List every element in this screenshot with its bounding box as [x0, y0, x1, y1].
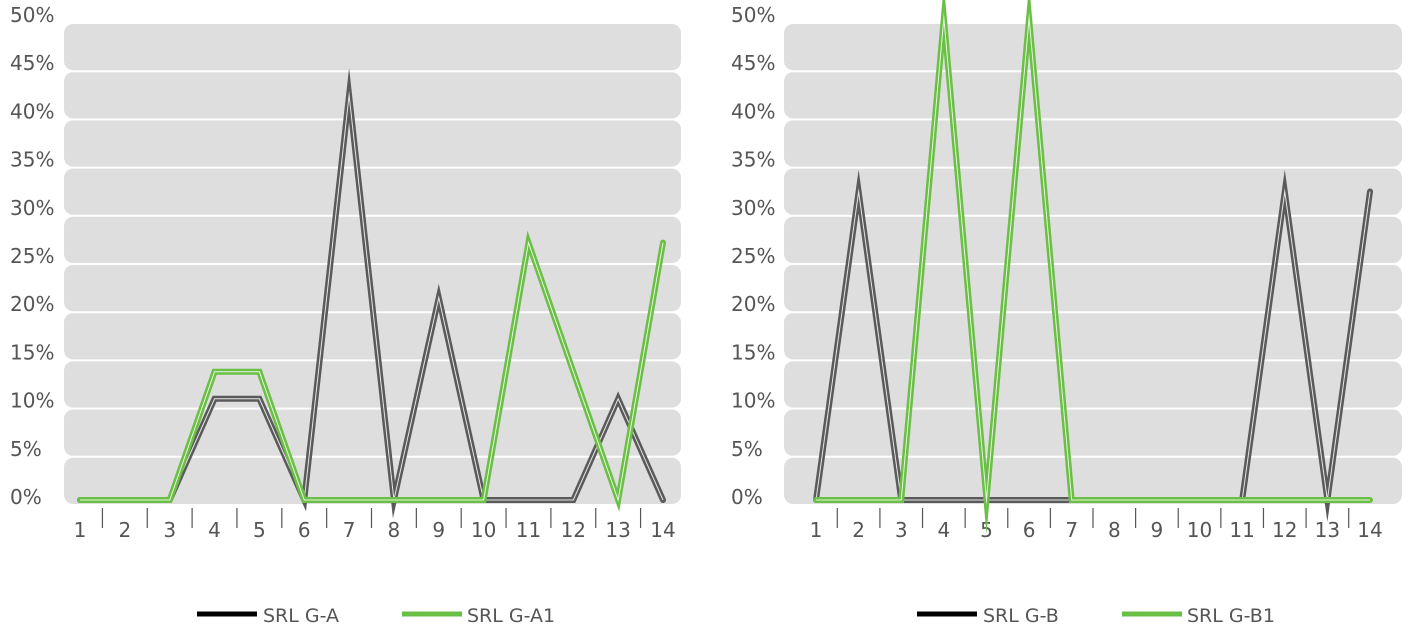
chart-2: 0%5%10%15%20%25%30%35%40%45%50%1 2 3 4 5 6 7 8 9… — [731, 0, 1402, 627]
x-tick-label: 8 — [1108, 518, 1121, 542]
legend-label-srl-g-b1: SRL G-B1 — [1187, 605, 1275, 627]
y-tick-label: 20% — [731, 292, 775, 316]
x-tick-label: 12 — [1272, 518, 1297, 542]
grid-band — [64, 24, 681, 71]
grid-band — [784, 24, 1402, 71]
grid-band — [64, 457, 681, 504]
y-tick-label: 40% — [10, 99, 54, 123]
x-tick-label: 3 — [895, 518, 908, 542]
x-tick-label: 12 — [561, 518, 586, 542]
y-tick-label: 50% — [10, 3, 54, 27]
grid-band — [784, 120, 1402, 167]
y-tick-label: 15% — [10, 340, 54, 364]
y-tick-label: 35% — [10, 148, 54, 172]
x-tick-label: 2 — [118, 518, 131, 542]
series-highlight-srl-g-a1 — [80, 240, 664, 502]
grid-band — [64, 120, 681, 167]
x-tick-label: 9 — [1151, 518, 1164, 542]
y-tick-label: 30% — [731, 196, 775, 220]
x-tick-label: 5 — [253, 518, 266, 542]
grid-band — [64, 313, 681, 360]
x-tick-label: 8 — [388, 518, 401, 542]
x-tick-label: 1 — [74, 518, 87, 542]
x-tick-label: 13 — [1315, 518, 1340, 542]
grid-band — [64, 361, 681, 408]
x-tick-label: 7 — [1065, 518, 1078, 542]
x-tick-label: 9 — [432, 518, 445, 542]
x-tick-label: 11 — [516, 518, 541, 542]
grid-band — [64, 72, 681, 119]
grid-band — [64, 216, 681, 263]
grid-band — [64, 168, 681, 215]
legend-label-srl-g-b: SRL G-B — [983, 605, 1059, 627]
y-tick-label: 5% — [731, 437, 763, 461]
y-tick-label: 5% — [10, 437, 42, 461]
x-tick-label: 14 — [650, 518, 675, 542]
y-tick-label: 15% — [731, 340, 775, 364]
x-tick-label: 10 — [1187, 518, 1212, 542]
grid-band — [784, 361, 1402, 408]
grid-band — [784, 72, 1402, 119]
y-tick-label: 45% — [731, 51, 775, 75]
y-tick-label: 25% — [10, 244, 54, 268]
grid-band — [784, 168, 1402, 215]
y-tick-label: 35% — [731, 148, 775, 172]
grid-band — [784, 409, 1402, 456]
x-tick-label: 4 — [208, 518, 221, 542]
x-tick-label: 14 — [1357, 518, 1382, 542]
grid-band — [784, 216, 1402, 263]
x-tick-label: 3 — [163, 518, 176, 542]
x-tick-label: 13 — [605, 518, 630, 542]
x-tick-label: 2 — [852, 518, 865, 542]
y-tick-label: 0% — [731, 485, 763, 509]
y-tick-label: 10% — [10, 389, 54, 413]
y-tick-label: 30% — [10, 196, 54, 220]
y-tick-label: 25% — [731, 244, 775, 268]
y-tick-label: 50% — [731, 3, 775, 27]
series-highlight-srl-g-b1 — [816, 12, 1370, 506]
x-tick-label: 7 — [343, 518, 356, 542]
y-tick-label: 45% — [10, 51, 54, 75]
y-tick-label: 0% — [10, 485, 42, 509]
y-tick-label: 10% — [731, 389, 775, 413]
x-tick-label: 1 — [810, 518, 823, 542]
x-tick-label: 10 — [471, 518, 496, 542]
x-tick-label: 11 — [1229, 518, 1254, 542]
grid-band — [784, 313, 1402, 360]
chart-1: 0%5%10%15%20%25%30%35%40%45%50%1 2 3 4 5 6 7 8 9… — [10, 3, 681, 627]
legend-label-srl-g-a: SRL G-A — [263, 605, 339, 627]
grid-band — [784, 265, 1402, 312]
y-tick-label: 40% — [731, 99, 775, 123]
x-tick-label: 6 — [298, 518, 311, 542]
x-tick-label: 4 — [937, 518, 950, 542]
legend-label-srl-g-a1: SRL G-A1 — [467, 605, 555, 627]
y-tick-label: 20% — [10, 292, 54, 316]
grid-band — [64, 409, 681, 456]
x-tick-label: 6 — [1023, 518, 1036, 542]
